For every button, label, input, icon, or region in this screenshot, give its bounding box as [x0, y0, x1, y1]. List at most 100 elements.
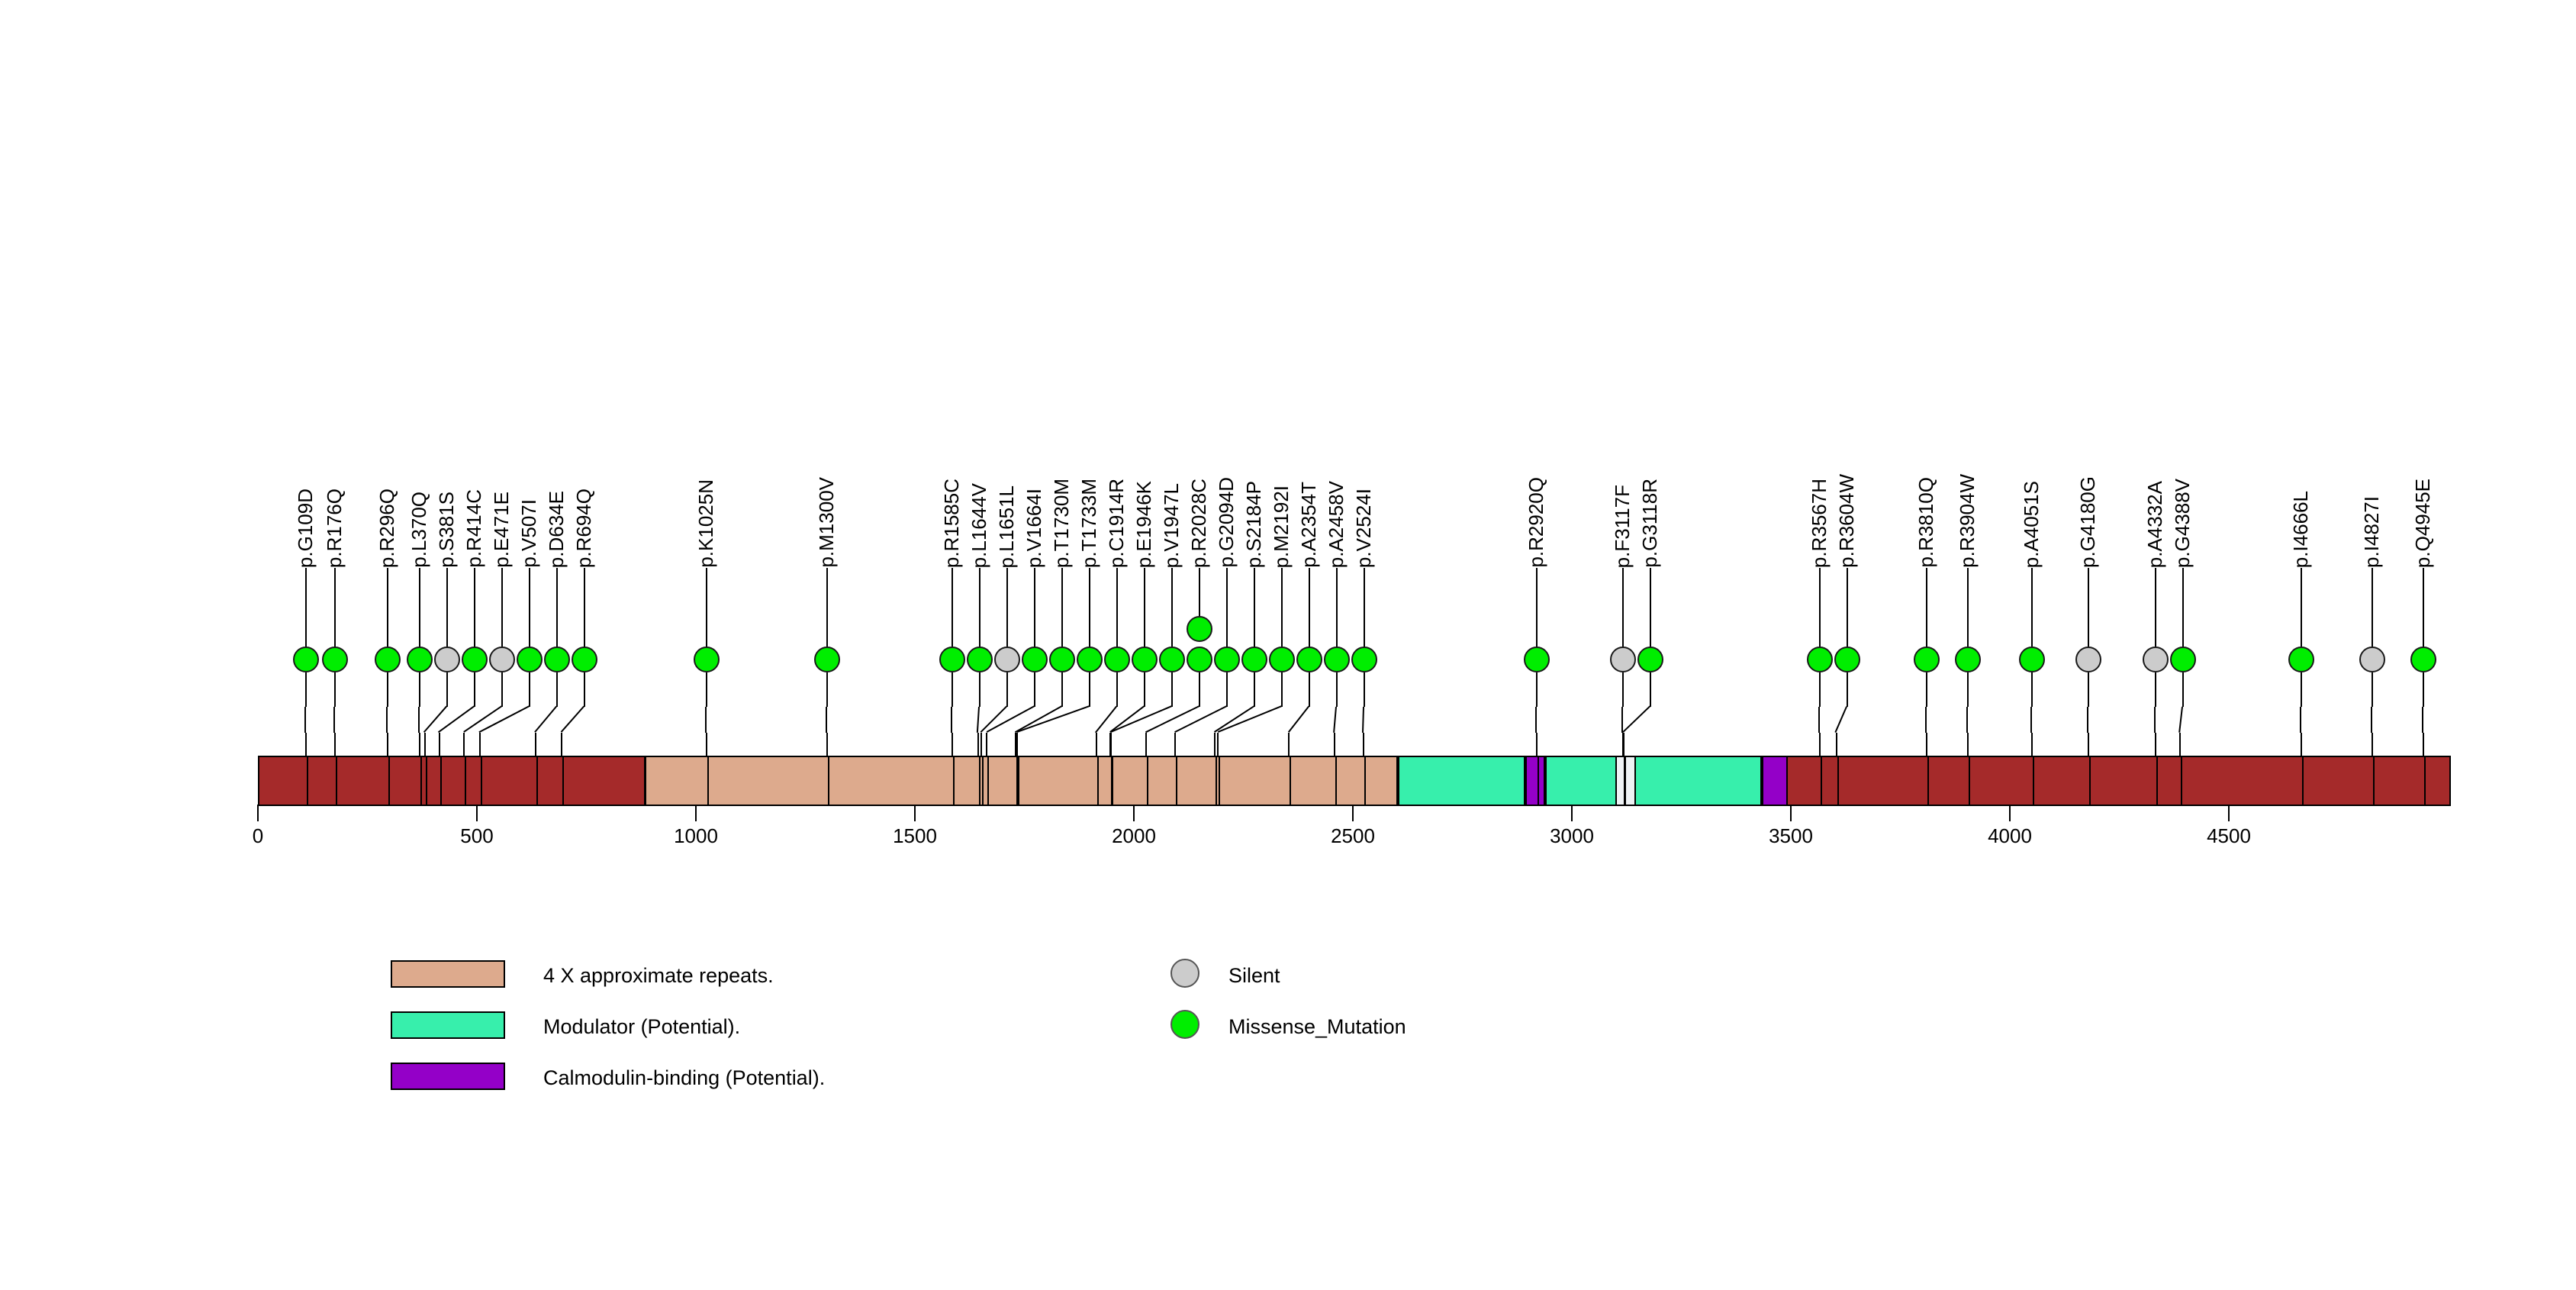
connector-diagonal — [2370, 707, 2372, 733]
lollipop-stem — [1847, 568, 1849, 660]
mutation-position-marker — [2156, 757, 2158, 805]
lollipop-dot-missense[interactable] — [517, 647, 543, 672]
lollipop-dot-missense[interactable] — [462, 647, 488, 672]
mutation-position-marker — [987, 757, 990, 805]
lollipop-dot-silent[interactable] — [2359, 647, 2385, 672]
lollipop-dot-missense[interactable] — [1158, 647, 1185, 672]
lollipop-dot-missense[interactable] — [374, 647, 401, 672]
lollipop-dot-missense[interactable] — [1048, 647, 1075, 672]
lollipop-dot-missense[interactable] — [1637, 647, 1664, 672]
axis-tick-label: 3500 — [1769, 824, 1813, 847]
mutation-position-marker — [336, 757, 338, 805]
mutation-position-marker — [2089, 757, 2091, 805]
connector-upper — [1088, 672, 1090, 707]
lollipop-stem — [1280, 568, 1283, 660]
lollipop-dot-missense[interactable] — [939, 647, 965, 672]
lollipop-dot-missense[interactable] — [814, 647, 841, 672]
domain-segment[interactable] — [1398, 757, 1525, 805]
lollipop-stem — [419, 568, 421, 660]
lollipop-dot-silent[interactable] — [993, 647, 1020, 672]
lollipop-dot-missense[interactable] — [1351, 647, 1377, 672]
connector-lower — [1145, 733, 1148, 756]
lollipop-stem — [2182, 568, 2184, 660]
lollipop-dot-missense[interactable] — [1021, 647, 1048, 672]
lollipop-dot-missense[interactable] — [2288, 647, 2315, 672]
lollipop-dot-silent[interactable] — [1610, 647, 1637, 672]
mutation-position-marker — [1016, 757, 1019, 805]
connector-diagonal — [950, 707, 952, 733]
lollipop-stem — [706, 568, 708, 660]
axis-tick-label: 1500 — [893, 824, 937, 847]
mutation-position-marker — [2424, 757, 2426, 805]
connector-lower — [986, 733, 988, 756]
lollipop-dot-missense[interactable] — [1131, 647, 1158, 672]
connector-upper — [529, 672, 531, 707]
lollipop-stem — [1198, 568, 1200, 629]
connector-lower — [2154, 733, 2156, 756]
lollipop-dot-missense[interactable] — [1186, 647, 1212, 672]
domain-segment[interactable] — [1544, 757, 1618, 805]
domain-segment[interactable] — [1525, 757, 1545, 805]
connector-lower — [334, 733, 336, 756]
mutation-position-marker — [1219, 757, 1221, 805]
lollipop-dot-silent[interactable] — [2075, 647, 2102, 672]
lollipop-dot-missense[interactable] — [407, 647, 433, 672]
connector-diagonal — [2153, 707, 2156, 733]
connector-upper — [1363, 672, 1365, 707]
connector-diagonal — [2178, 706, 2183, 733]
lollipop-dot-missense[interactable] — [1076, 647, 1103, 672]
mutation-label: p.S2184P — [1241, 480, 1265, 568]
lollipop-dot-missense[interactable] — [1268, 647, 1295, 672]
mutation-label: p.S381S — [435, 492, 459, 568]
connector-diagonal — [1622, 705, 1651, 733]
lollipop-dot-silent[interactable] — [489, 647, 516, 672]
lollipop-dot-missense[interactable] — [2169, 647, 2196, 672]
connector-lower — [419, 733, 421, 756]
lollipop-dot-missense[interactable] — [2410, 647, 2437, 672]
legend-label-domain: 4 X approximate repeats. — [543, 964, 774, 987]
lollipop-dot-missense[interactable] — [1241, 647, 1267, 672]
lollipop-dot-missense[interactable] — [1807, 647, 1834, 672]
mutation-label: p.L1651L — [994, 485, 1018, 568]
lollipop-stem — [474, 568, 476, 660]
lollipop-dot-missense[interactable] — [2019, 647, 2046, 672]
axis-tick-label: 4500 — [2207, 824, 2251, 847]
domain-segment[interactable] — [1761, 757, 1789, 805]
mutation-position-marker — [2180, 757, 2182, 805]
connector-lower — [479, 733, 481, 756]
lollipop-dot-missense[interactable] — [1834, 647, 1861, 672]
mutation-label: p.G2094D — [1214, 477, 1238, 568]
connector-upper — [706, 672, 708, 707]
mutation-label: p.E471E — [490, 492, 514, 568]
connector-diagonal — [1924, 707, 1927, 733]
connector-lower — [2371, 733, 2373, 756]
mutation-label: p.D634E — [545, 490, 568, 568]
lollipop-dot-missense[interactable] — [1913, 647, 1940, 672]
lollipop-dot-missense[interactable] — [966, 647, 993, 672]
lollipop-stem — [1308, 568, 1310, 660]
domain-segment[interactable] — [645, 757, 1399, 805]
lollipop-dot-missense[interactable] — [292, 647, 319, 672]
mutation-label: p.I4827I — [2359, 496, 2383, 568]
lollipop-dot-missense[interactable] — [694, 647, 720, 672]
mutation-position-marker — [420, 757, 423, 805]
connector-upper — [978, 672, 980, 707]
lollipop-dot-missense[interactable] — [322, 647, 349, 672]
lollipop-dot-silent[interactable] — [434, 647, 461, 672]
lollipop-dot-missense[interactable] — [1103, 647, 1130, 672]
lollipop-dot-missense[interactable] — [1323, 647, 1350, 672]
domain-segment[interactable] — [1617, 757, 1635, 805]
lollipop-dot-missense[interactable] — [572, 647, 598, 672]
lollipop-dot-missense[interactable] — [1186, 616, 1212, 642]
connector-diagonal — [1818, 707, 1821, 733]
lollipop-dot-missense[interactable] — [1524, 647, 1550, 672]
domain-segment[interactable] — [1634, 757, 1762, 805]
lollipop-dot-silent[interactable] — [2142, 647, 2169, 672]
mutation-label: p.G4180G — [2076, 476, 2100, 568]
connector-lower — [1213, 733, 1216, 756]
lollipop-stem — [826, 568, 829, 660]
lollipop-dot-missense[interactable] — [1213, 647, 1240, 672]
lollipop-dot-missense[interactable] — [1954, 647, 1981, 672]
lollipop-dot-missense[interactable] — [1296, 647, 1322, 672]
lollipop-dot-missense[interactable] — [544, 647, 571, 672]
